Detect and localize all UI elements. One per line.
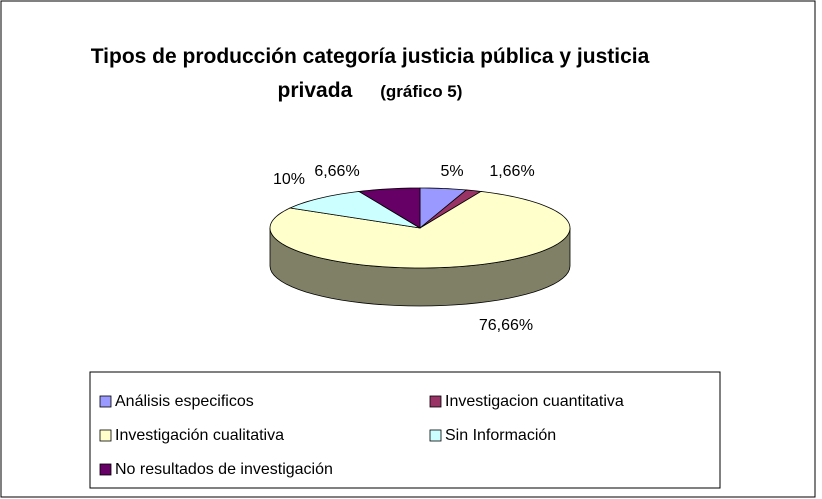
data-label: 1,66%: [489, 163, 534, 180]
pie-slice: [357, 187, 421, 229]
legend-swatch: [429, 429, 442, 442]
legend-swatch: [99, 429, 112, 442]
legend-label: No resultados de investigación: [115, 461, 333, 478]
legend-label: Sin Información: [445, 427, 556, 444]
chart-title: Tipos de producción categoría justicia p…: [90, 45, 650, 102]
pie-slice: [269, 191, 571, 269]
legend-label: Investigacion cuantitativa: [445, 393, 624, 410]
pie-slice: [288, 191, 421, 229]
legend-swatch: [99, 395, 112, 408]
data-label: 6,66%: [314, 163, 359, 180]
legend-swatch: [429, 395, 442, 408]
data-label: 76,66%: [479, 317, 533, 334]
legend-label: Investigación cualitativa: [115, 427, 284, 444]
legend-label: Análisis especificos: [115, 393, 254, 410]
data-label: 10%: [273, 171, 305, 188]
chart-title-block: Tipos de producción categoría justicia p…: [80, 40, 660, 109]
legend-box: [89, 371, 721, 489]
chart-subtitle: (gráfico 5): [380, 82, 463, 101]
legend-swatch: [99, 463, 112, 476]
data-label: 5%: [440, 163, 463, 180]
